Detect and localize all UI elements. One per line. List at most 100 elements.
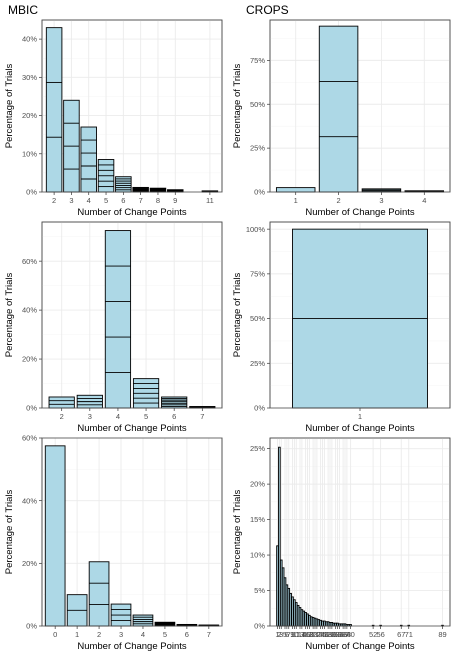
panel-background: [41, 221, 223, 409]
column-title-mbic: MBIC: [8, 3, 38, 17]
x-tick-label: 3: [379, 196, 383, 205]
y-tick-label: 0%: [254, 622, 265, 631]
x-tick-label: 0: [53, 630, 57, 639]
x-tick-label: 3: [119, 630, 123, 639]
x-axis-title: Number of Change Points: [77, 641, 187, 652]
x-tick-label: 2: [97, 630, 101, 639]
x-tick-label: 26: [320, 630, 328, 639]
x-tick-label: 5: [163, 630, 167, 639]
y-tick-label: 0%: [254, 188, 265, 197]
y-tick-label: 50%: [250, 100, 265, 109]
bar: [44, 445, 66, 627]
y-tick-label: 20%: [22, 355, 37, 364]
x-axis-title: Number of Change Points: [305, 423, 415, 434]
x-tick-label: 6: [285, 630, 289, 639]
x-tick-label: 7: [200, 412, 204, 421]
y-axis-title: Percentage of Trials: [4, 490, 15, 575]
y-tick-label: 20%: [250, 480, 265, 489]
x-tick-label: 56: [376, 630, 384, 639]
y-tick-label: 40%: [22, 306, 37, 315]
x-tick-label: 20: [309, 630, 317, 639]
y-tick-label: 0%: [26, 404, 37, 413]
x-axis-title: Number of Change Points: [305, 207, 415, 218]
x-tick-label: 24: [316, 630, 324, 639]
x-tick-label: 14: [298, 630, 306, 639]
x-tick-label: 18: [305, 630, 313, 639]
y-tick-label: 25%: [250, 359, 265, 368]
x-axis-title: Number of Change Points: [77, 207, 187, 218]
x-tick-label: 2: [60, 412, 64, 421]
x-tick-label: 71: [405, 630, 413, 639]
y-tick-label: 25%: [250, 444, 265, 453]
x-tick-label: 1: [294, 196, 298, 205]
panel-border: [41, 437, 223, 627]
x-tick-label: 13: [296, 630, 304, 639]
x-tick-label: 4: [422, 196, 426, 205]
y-tick-label: 0%: [26, 188, 37, 197]
x-tick-label: 9: [173, 196, 177, 205]
x-tick-label: 34: [335, 630, 343, 639]
y-tick-label: 40%: [22, 35, 37, 44]
y-tick-label: 30%: [22, 73, 37, 82]
y-tick-label: 60%: [22, 257, 37, 266]
x-tick-label: 11: [206, 196, 214, 205]
x-tick-label: 52: [369, 630, 377, 639]
x-tick-label: 16: [301, 630, 309, 639]
x-tick-label: 29: [326, 630, 334, 639]
x-tick-label: 4: [141, 630, 145, 639]
x-tick-label: 7: [139, 196, 143, 205]
x-tick-label: 4: [87, 196, 91, 205]
bar: [275, 187, 316, 193]
y-tick-label: 60%: [22, 434, 37, 443]
x-tick-label: 11: [292, 630, 300, 639]
x-tick-label: 36: [339, 630, 347, 639]
x-tick-label: 5: [144, 412, 148, 421]
y-tick-label: 20%: [22, 111, 37, 120]
y-tick-label: 40%: [22, 496, 37, 505]
y-axis-title: Percentage of Trials: [232, 273, 243, 358]
y-tick-label: 25%: [250, 144, 265, 153]
x-tick-label: 6: [172, 412, 176, 421]
y-tick-label: 0%: [26, 622, 37, 631]
chart-mbic-row3: 0% 20% 40% 60% 0 1 2 3 4 5 6 7 Number of Change Poin…: [4, 434, 223, 652]
x-tick-label: 3: [279, 630, 283, 639]
bar: [80, 126, 97, 193]
x-tick-label: 40: [346, 630, 354, 639]
bar: [132, 614, 154, 627]
x-tick-label: 33: [333, 630, 341, 639]
x-tick-label: 4: [116, 412, 120, 421]
y-tick-label: 20%: [22, 559, 37, 568]
x-tick-label: 67: [397, 630, 405, 639]
bar: [361, 188, 402, 193]
chart-mbic-row1: 0% 10% 20% 30% 40% 2 3 4 5 6 7 8 9 11 Number of Change…: [4, 19, 223, 218]
y-axis-title: Percentage of Trials: [4, 64, 15, 149]
y-axis-title: Percentage of Trials: [232, 490, 243, 575]
chart-crops-row3: 0%5%10%15%20%25%123 567 910111314161718202…: [232, 437, 451, 652]
y-tick-label: 15%: [250, 515, 265, 524]
x-tick-label: 5: [283, 630, 287, 639]
x-tick-label: 28: [324, 630, 332, 639]
y-tick-label: 10%: [22, 149, 37, 158]
x-tick-label: 22: [313, 630, 321, 639]
chart-crops-row1: 0% 25% 50% 75% 1 2 3 4 Number of Change Points Pe…: [232, 19, 451, 218]
x-tick-label: 8: [156, 196, 160, 205]
bar: [104, 230, 132, 409]
x-tick-label: 7: [287, 630, 291, 639]
x-tick-label: 7: [207, 630, 211, 639]
column-title-crops: CROPS: [246, 3, 289, 17]
panel-border: [269, 221, 451, 409]
x-tick-label: 6: [121, 196, 125, 205]
x-axis-title: Number of Change Points: [77, 423, 187, 434]
x-tick-label: 32: [331, 630, 339, 639]
x-tick-label: 5: [104, 196, 108, 205]
bar: [318, 25, 359, 193]
chart-crops-row2: 0% 25% 50% 75% 100% 1 Number of Change Points P…: [232, 221, 451, 434]
x-tick-label: 3: [69, 196, 73, 205]
panel-border: [269, 19, 451, 193]
y-tick-label: 75%: [250, 56, 265, 65]
x-axis-title: Number of Change Points: [305, 641, 415, 652]
x-tick-label: 6: [185, 630, 189, 639]
x-tick-label: 2: [336, 196, 340, 205]
x-tick-label: 21: [311, 630, 319, 639]
